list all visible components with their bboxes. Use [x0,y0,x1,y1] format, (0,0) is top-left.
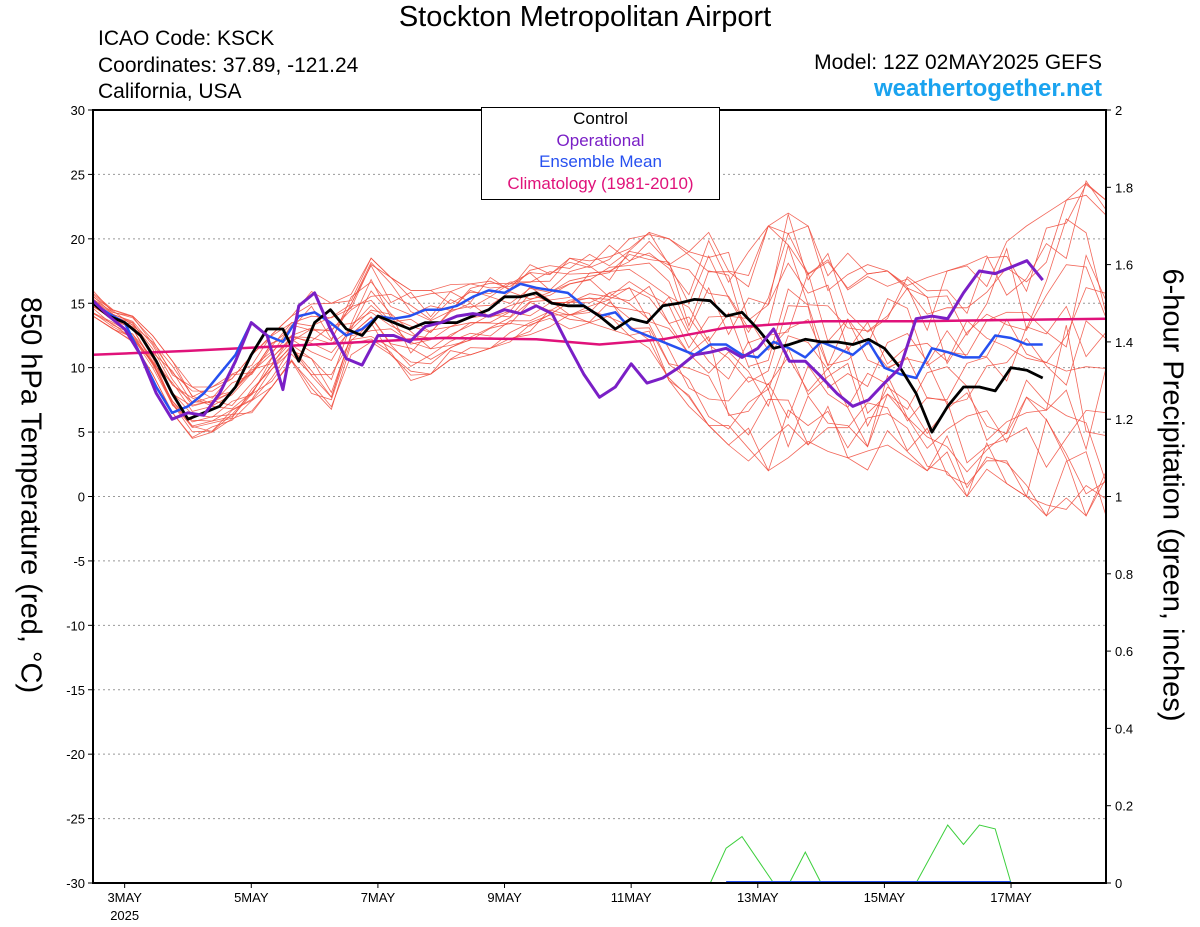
right-tick-label: 1.6 [1115,258,1133,273]
x-tick-label: 11MAY [611,890,652,905]
left-tick-label: -5 [73,554,85,569]
ensemble-member-line [92,292,1107,442]
legend-operational: Operational [556,130,645,150]
legend-control: Control [573,109,628,128]
left-tick-label: 5 [78,425,85,440]
climatology-line [92,317,1107,357]
region: California, USA [98,80,242,103]
coordinates: Coordinates: 37.89, -121.24 [98,54,359,77]
ensemble-member-line [92,313,1107,517]
right-tick-label: 2 [1115,103,1122,118]
left-tick-label: 10 [71,361,85,376]
ensemble-member-line [92,281,1107,407]
model-run: Model: 12Z 02MAY2025 GEFS [814,51,1102,74]
right-tick-label: 1.2 [1115,412,1133,427]
left-tick-label: 25 [71,167,85,182]
x-tick-label: 17MAY [990,890,1032,905]
x-tick-label: 15MAY [864,890,906,905]
legend-climatology: Climatology (1981-2010) [507,173,694,193]
right-tick-label: 0.4 [1115,721,1133,736]
x-tick-label: 3MAY [107,890,142,905]
right-tick-label: 0.8 [1115,567,1133,582]
ensemble-member-line [92,179,1107,392]
x-tick-label: 9MAY [487,890,522,905]
chart-title: Stockton Metropolitan Airport [398,1,772,33]
site-link[interactable]: weathertogether.net [873,75,1102,102]
right-tick-label: 0.2 [1115,799,1133,814]
right-tick-label: 1.4 [1115,335,1133,350]
left-tick-label: 30 [71,103,85,118]
ensemble-member-line [92,309,1107,517]
right-tick-label: 0 [1115,876,1122,891]
left-tick-label: -15 [66,683,85,698]
x-tick-sublabel: 2025 [110,908,139,923]
ensemble-member-line [92,183,1107,399]
right-tick-label: 1.8 [1115,180,1133,195]
x-tick-label: 5MAY [234,890,269,905]
control-line [92,291,1044,434]
ensemble-member-line [92,301,1107,517]
left-tick-label: 0 [78,490,85,505]
left-tick-label: -20 [66,747,85,762]
ensemble-member-line [92,278,1107,418]
ensemble-member-line [92,253,1107,404]
ensemble-member-line [92,194,1107,398]
ensemble-member-line [92,218,1107,405]
left-tick-label: 20 [71,232,85,247]
legend-ensemble-mean: Ensemble Mean [539,152,662,171]
legend: Control Operational Ensemble Mean Climat… [481,107,720,200]
left-tick-label: 15 [71,296,85,311]
operational-line [91,259,1044,421]
left-tick-label: -10 [66,618,85,633]
left-tick-label: -25 [66,812,85,827]
x-tick-label: 7MAY [361,890,396,905]
x-tick-label: 13MAY [737,890,779,905]
left-tick-label: -30 [66,876,85,891]
icao-code: ICAO Code: KSCK [98,27,275,50]
right-tick-label: 1 [1115,490,1122,505]
right-tick-label: 0.6 [1115,644,1133,659]
ensemble-member-line [92,182,1107,388]
precip-line [93,824,1106,884]
ensemble-member-line [92,315,1107,510]
